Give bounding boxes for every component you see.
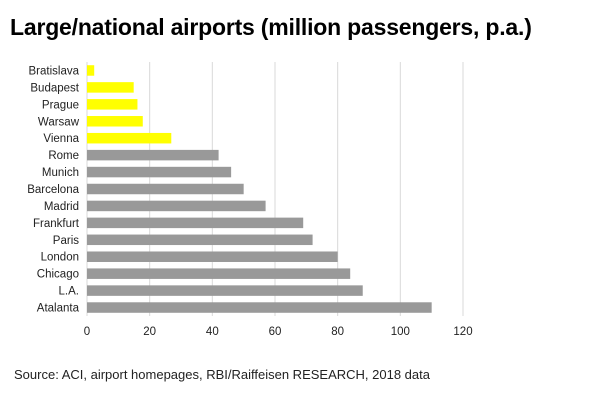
x-tick-label: 60 — [269, 326, 282, 338]
bar-rome — [87, 149, 219, 161]
bar-frankfurt — [87, 217, 304, 229]
bar-bratislava — [87, 65, 95, 76]
bar-london — [87, 251, 338, 262]
bar-atalanta — [87, 302, 432, 313]
category-label: L.A. — [59, 286, 79, 298]
x-tick-label: 20 — [143, 326, 156, 338]
category-label: London — [41, 252, 79, 264]
x-tick-label: 120 — [453, 326, 472, 338]
x-tick-label: 80 — [331, 326, 344, 338]
bar-l-a — [87, 285, 363, 296]
x-tick-label: 0 — [84, 326, 90, 338]
chart-title: Large/national airports (million passeng… — [10, 14, 532, 40]
category-label: Warsaw — [38, 116, 80, 128]
bar-vienna — [87, 132, 172, 144]
category-label: Vienna — [43, 133, 79, 145]
category-label: Barcelona — [27, 184, 79, 196]
category-label: Budapest — [30, 82, 79, 94]
x-tick-label: 40 — [206, 326, 219, 338]
tick-labels: 0 20 40 60 80 100 120 — [84, 326, 473, 338]
bar-paris — [87, 234, 313, 246]
bar-madrid — [87, 200, 266, 212]
category-label: Frankfurt — [33, 218, 80, 230]
bar-prague — [87, 99, 138, 110]
category-label: Madrid — [44, 201, 79, 213]
category-label: Prague — [42, 99, 79, 111]
bar-barcelona — [87, 183, 244, 195]
source-note: Source: ACI, airport homepages, RBI/Raif… — [14, 367, 430, 382]
bar-warsaw — [87, 116, 143, 127]
category-label: Atalanta — [37, 303, 80, 315]
x-tick-label: 100 — [391, 326, 410, 338]
category-label: Chicago — [37, 269, 79, 281]
category-label: Munich — [42, 167, 79, 179]
category-labels: Bratislava Budapest Prague Warsaw Vienna Rome… — [27, 65, 80, 314]
category-label: Paris — [53, 235, 79, 247]
bar-budapest — [87, 82, 134, 93]
bar-chicago — [87, 268, 351, 279]
bar-munich — [87, 166, 232, 178]
bars — [87, 65, 432, 313]
category-label: Rome — [48, 150, 79, 162]
category-label: Bratislava — [29, 65, 80, 77]
